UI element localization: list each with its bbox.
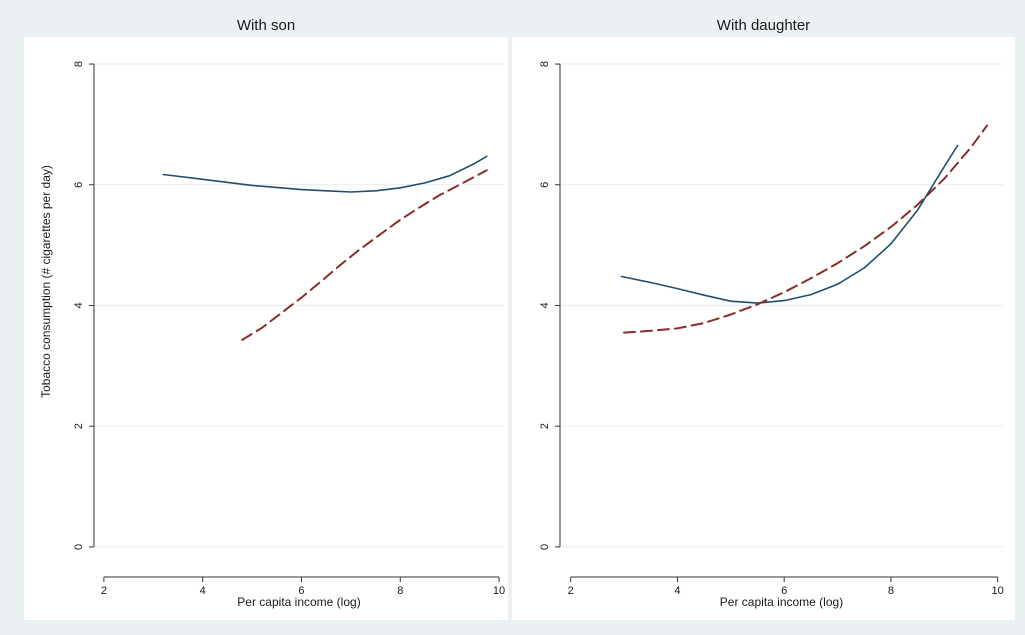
panel-2-x-axis-label: Per capita income (log) xyxy=(720,595,843,609)
panel-2-y-tick-label: 0 xyxy=(539,544,551,550)
panel-1-x-tick-label: 10 xyxy=(493,585,505,597)
panel-2-x-tick-label: 10 xyxy=(992,585,1004,597)
panel-2-y-tick-label: 2 xyxy=(539,423,551,429)
panel-2-y-tick-label: 6 xyxy=(539,182,551,188)
panel-1-y-axis-label: Tobacco consumption (# cigarettes per da… xyxy=(39,165,53,398)
panel-1-frame xyxy=(24,37,508,620)
panel-1-x-tick-label: 2 xyxy=(101,585,107,597)
panel-2-y-tick-label: 8 xyxy=(539,61,551,67)
panel-1-x-tick-label: 6 xyxy=(298,585,304,597)
panel-2: With daughter 0 2 4 6 8 2 4 6 8 10 Per capita incom… xyxy=(512,17,1015,620)
panel-2-series-1-solid-line xyxy=(620,144,959,304)
panel-1-y-tick-label: 0 xyxy=(73,544,85,550)
panel-2-x-tick-label: 6 xyxy=(781,585,787,597)
panel-1: With son 0 2 4 6 8 2 4 6 8 10 Per capita income (lo… xyxy=(24,17,508,620)
panel-1-y-tick-label: 6 xyxy=(73,182,85,188)
panel-1-x-tick-label: 8 xyxy=(397,585,403,597)
panel-1-x-axis-label: Per capita income (log) xyxy=(237,595,360,609)
panel-2-frame xyxy=(512,37,1015,620)
panel-1-y-tick-label: 4 xyxy=(73,302,85,308)
panel-2-x-tick-label: 8 xyxy=(888,585,894,597)
panel-2-x-tick-label: 2 xyxy=(568,585,574,597)
panel-1-series-1-solid-line xyxy=(162,155,488,193)
panel-1-y-tick-label: 2 xyxy=(73,423,85,429)
panel-1-y-tick-label: 8 xyxy=(73,61,85,67)
panel-2-y-tick-label: 4 xyxy=(539,302,551,308)
panel-1-x-tick-label: 4 xyxy=(200,585,206,597)
panel-1-title: With son xyxy=(237,17,295,34)
panel-2-title: With daughter xyxy=(717,17,810,34)
panel-1-series-2-dashed-line xyxy=(241,169,488,341)
panel-2-series-2-dashed-line xyxy=(623,124,988,334)
panel-2-x-tick-label: 4 xyxy=(674,585,680,597)
